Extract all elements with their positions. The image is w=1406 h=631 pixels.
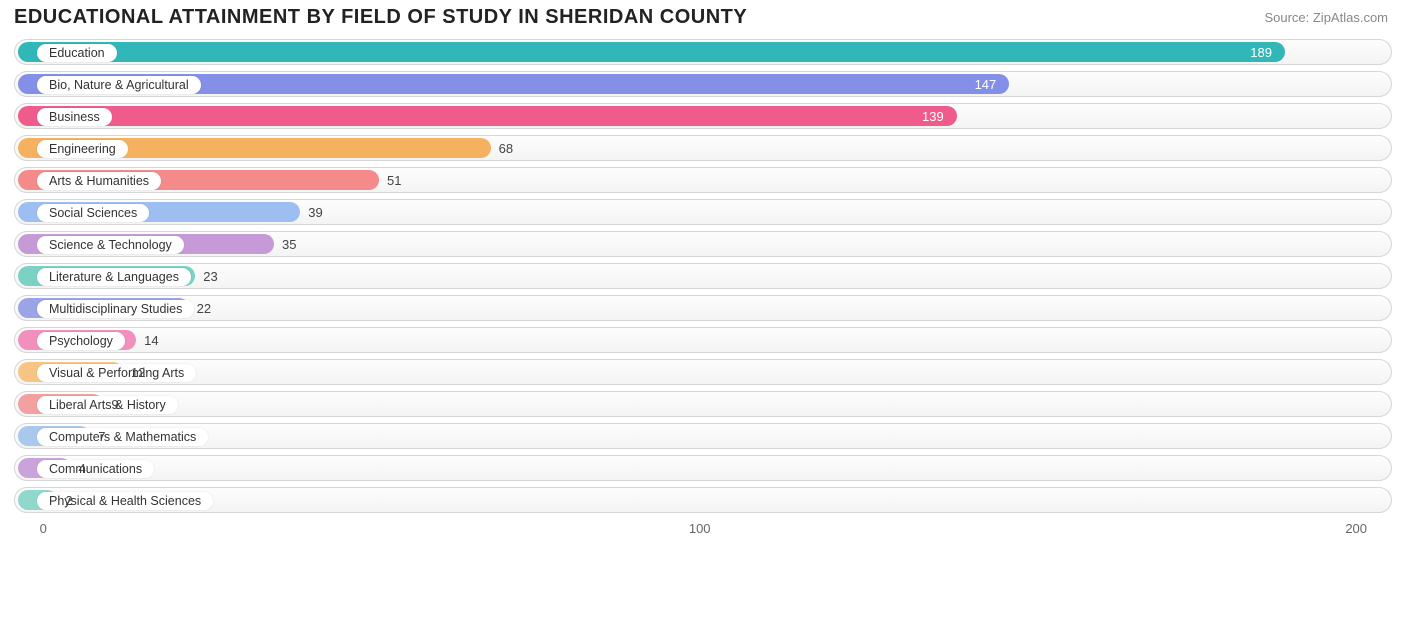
bar-row: Liberal Arts & History9 [14, 391, 1392, 417]
bar-track: Psychology 14 [14, 327, 1392, 353]
bar-label: Visual & Performing Arts [37, 364, 196, 382]
bar-label: Communications [37, 460, 154, 478]
axis-tick: 100 [689, 521, 711, 536]
bar-track: Computers & Mathematics7 [14, 423, 1392, 449]
bar-fill [18, 42, 1285, 62]
x-axis: 0 100 200 [14, 519, 1392, 547]
bar-track: Arts & Humanities 51 [14, 167, 1392, 193]
bar-value: 51 [387, 168, 401, 193]
bar-value: 7 [98, 424, 105, 449]
bar-label: Computers & Mathematics [37, 428, 208, 446]
bar-row: Literature & Languages 23 [14, 263, 1392, 289]
bar-row: Social Sciences 39 [14, 199, 1392, 225]
chart-source: Source: ZipAtlas.com [1264, 6, 1388, 25]
bar-value: 68 [499, 136, 513, 161]
chart-header: EDUCATIONAL ATTAINMENT BY FIELD OF STUDY… [0, 0, 1406, 33]
bar-value: 147 [975, 72, 997, 97]
bar-value: 139 [922, 104, 944, 129]
bar-value: 22 [197, 296, 211, 321]
bar-row: Communications4 [14, 455, 1392, 481]
bar-track: Education 189 [14, 39, 1392, 65]
bar-row: Multidisciplinary Studies22 [14, 295, 1392, 321]
bar-label: Science & Technology [37, 236, 184, 254]
bar-row: Visual & Performing Arts12 [14, 359, 1392, 385]
bar-label: Psychology [37, 332, 125, 350]
bar-row: Business 139 [14, 103, 1392, 129]
bar-label: Literature & Languages [37, 268, 191, 286]
bar-value: 14 [144, 328, 158, 353]
axis-tick: 0 [40, 521, 47, 536]
bar-value: 39 [308, 200, 322, 225]
bar-row: Psychology 14 [14, 327, 1392, 353]
bar-label: Physical & Health Sciences [37, 492, 213, 510]
bar-value: 35 [282, 232, 296, 257]
bar-track: Visual & Performing Arts12 [14, 359, 1392, 385]
bar-label: Bio, Nature & Agricultural [37, 76, 201, 94]
bar-value: 4 [79, 456, 86, 481]
bar-value: 12 [131, 360, 145, 385]
bar-fill [18, 106, 957, 126]
bar-row: Education 189 [14, 39, 1392, 65]
chart-title: EDUCATIONAL ATTAINMENT BY FIELD OF STUDY… [14, 6, 747, 29]
bar-label: Education [37, 44, 117, 62]
bar-track: Engineering 68 [14, 135, 1392, 161]
bar-track: Communications4 [14, 455, 1392, 481]
bar-track: Literature & Languages 23 [14, 263, 1392, 289]
bar-value: 9 [111, 392, 118, 417]
bar-track: Liberal Arts & History9 [14, 391, 1392, 417]
bar-track: Social Sciences 39 [14, 199, 1392, 225]
bar-track: Physical & Health Sciences2 [14, 487, 1392, 513]
bar-value: 2 [65, 488, 72, 513]
bar-label: Multidisciplinary Studies [37, 300, 194, 318]
bar-row: Arts & Humanities 51 [14, 167, 1392, 193]
bar-track: Science & Technology 35 [14, 231, 1392, 257]
bar-label: Liberal Arts & History [37, 396, 178, 414]
bar-row: Bio, Nature & Agricultural 147 [14, 71, 1392, 97]
bar-row: Computers & Mathematics7 [14, 423, 1392, 449]
bar-label: Engineering [37, 140, 128, 158]
chart-area: Education 189 Bio, Nature & Agricultural 14… [0, 33, 1406, 513]
bar-value: 23 [203, 264, 217, 289]
bar-label: Social Sciences [37, 204, 149, 222]
axis-tick: 200 [1345, 521, 1367, 536]
bar-row: Physical & Health Sciences2 [14, 487, 1392, 513]
bar-row: Science & Technology 35 [14, 231, 1392, 257]
bar-label: Business [37, 108, 112, 126]
bar-track: Multidisciplinary Studies22 [14, 295, 1392, 321]
bar-row: Engineering 68 [14, 135, 1392, 161]
bar-value: 189 [1250, 40, 1272, 65]
bar-track: Bio, Nature & Agricultural 147 [14, 71, 1392, 97]
bar-label: Arts & Humanities [37, 172, 161, 190]
bar-track: Business 139 [14, 103, 1392, 129]
